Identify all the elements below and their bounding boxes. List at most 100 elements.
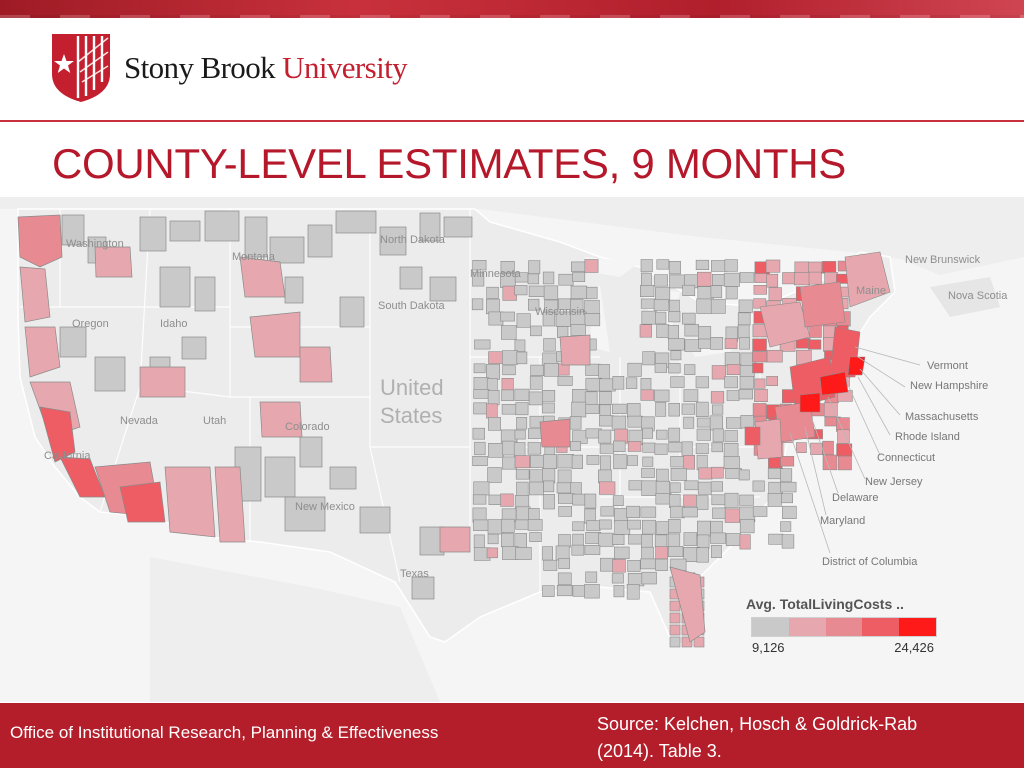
county [472,455,488,466]
footer-bar: Office of Institutional Research, Planni… [0,703,1024,768]
high-cost-counties [17,214,706,643]
county [627,560,641,572]
county [557,493,575,504]
top-decorative-band [0,0,1024,18]
callout-delaware: Delaware [832,492,878,504]
state-label-colorado: Colorado [285,421,330,433]
county [711,442,723,453]
county [528,260,541,275]
county [598,364,610,380]
county [723,272,740,287]
county [640,389,655,401]
county [768,287,782,301]
legend-title: Avg. TotalLivingCosts .. [746,596,904,612]
county [527,519,543,531]
state-label-north-dakota: North Dakota [380,234,446,246]
county [471,298,484,311]
county [500,311,515,322]
county [837,455,852,471]
county [516,351,528,365]
county [681,312,696,325]
county [695,259,710,271]
county [542,585,555,597]
county [599,391,612,405]
county [766,273,779,288]
northeast-corridor-counties [744,251,891,460]
county [667,325,680,340]
county [516,417,528,430]
state-label-texas: Texas [400,568,429,580]
county [612,440,626,452]
county [669,612,681,624]
county [626,584,640,600]
county [725,417,743,429]
county [627,519,641,530]
county [754,378,766,389]
county [807,339,822,350]
county [695,401,709,418]
county [640,259,653,273]
county [696,271,712,287]
county [502,456,517,470]
county [752,362,764,374]
county [696,547,709,563]
county [681,441,693,458]
county [752,506,768,517]
county [739,519,755,534]
county [611,415,627,431]
county [472,427,485,440]
county [542,311,556,327]
county [529,532,542,542]
county [654,534,668,548]
county [556,482,572,494]
county [654,389,670,402]
stony-brook-logo[interactable]: Stony Brook University [50,32,470,106]
legend-swatch-3 [825,618,863,636]
county [739,337,750,350]
county [712,428,724,443]
county [613,454,627,470]
county [711,466,724,479]
county [655,546,668,560]
county [710,391,725,404]
county [543,559,558,571]
county [558,363,570,376]
county [725,533,741,546]
county [654,363,667,373]
county [836,443,853,457]
county [501,518,515,533]
county [654,274,668,287]
county [586,286,598,299]
county [558,273,574,286]
county [600,506,615,517]
county [541,390,556,402]
county [640,272,652,286]
county [501,389,514,401]
county [570,285,588,299]
county [542,271,555,285]
county [569,416,582,430]
county [782,505,797,520]
stony-brook-star-shield-icon [52,34,110,102]
state-label-utah: Utah [203,415,226,427]
county [724,376,738,389]
county [655,558,668,571]
county [710,285,723,298]
callout-connecticut: Connecticut [877,452,935,464]
county [693,636,705,648]
county [724,338,738,349]
county [641,546,654,560]
county [739,365,755,379]
state-label-maine: Maine [856,285,886,297]
county [711,404,724,415]
county [584,299,600,314]
footer-source-citation: Source: Kelchen, Hosch & Goldrick-Rab (2… [597,711,1017,765]
county [656,259,670,270]
county [584,313,601,327]
county [796,442,807,454]
county [514,285,528,296]
county [738,469,750,481]
county [739,376,755,390]
county [726,364,742,375]
county [558,534,571,548]
